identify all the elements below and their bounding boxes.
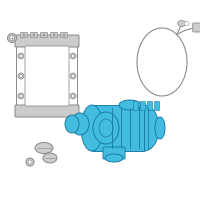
Ellipse shape [71,113,89,135]
Ellipse shape [93,112,119,144]
Circle shape [8,33,16,43]
FancyBboxPatch shape [16,40,78,112]
FancyBboxPatch shape [15,105,79,117]
FancyBboxPatch shape [103,147,125,159]
FancyBboxPatch shape [154,102,160,110]
Ellipse shape [105,154,123,162]
FancyBboxPatch shape [92,105,144,151]
FancyBboxPatch shape [40,32,48,38]
FancyBboxPatch shape [140,102,146,110]
FancyBboxPatch shape [134,102,138,110]
Circle shape [20,74,22,77]
Ellipse shape [184,21,189,25]
Circle shape [18,93,24,99]
Circle shape [18,53,24,59]
Circle shape [70,73,76,79]
FancyBboxPatch shape [21,32,28,38]
Ellipse shape [155,117,165,139]
Circle shape [70,53,76,59]
Circle shape [43,34,45,36]
Ellipse shape [65,115,79,133]
FancyBboxPatch shape [50,32,58,38]
FancyBboxPatch shape [25,46,69,106]
Circle shape [26,158,34,166]
Circle shape [72,74,74,77]
Circle shape [72,54,74,58]
Ellipse shape [81,105,103,151]
Ellipse shape [119,100,141,110]
FancyBboxPatch shape [148,102,153,110]
Ellipse shape [43,153,57,163]
Circle shape [53,34,55,36]
Ellipse shape [99,119,113,137]
Circle shape [72,95,74,98]
FancyBboxPatch shape [15,35,79,47]
Circle shape [18,73,24,79]
Circle shape [20,95,22,98]
Circle shape [33,34,35,36]
FancyBboxPatch shape [193,23,200,32]
Ellipse shape [35,142,53,154]
FancyBboxPatch shape [60,32,68,38]
Circle shape [28,160,32,164]
Circle shape [70,93,76,99]
Circle shape [10,36,14,40]
Circle shape [23,34,25,36]
Circle shape [63,34,65,36]
FancyBboxPatch shape [30,32,38,38]
Ellipse shape [178,20,186,26]
Circle shape [20,54,22,58]
Ellipse shape [129,105,159,151]
